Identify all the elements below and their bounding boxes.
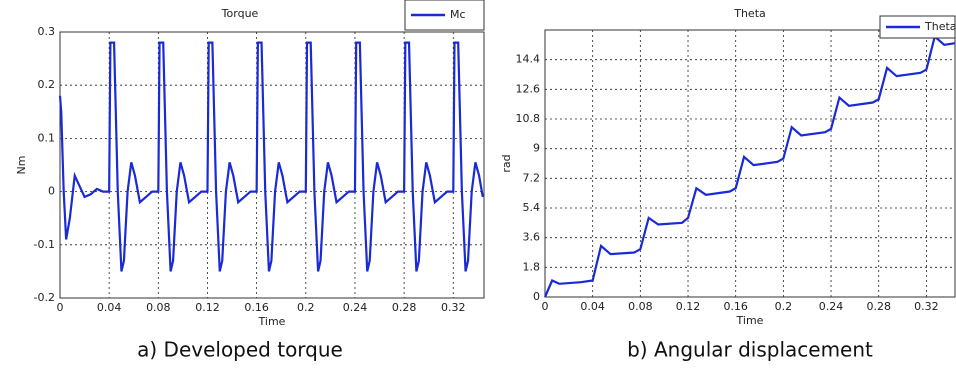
y-tick-label: 0.3	[38, 25, 56, 38]
x-tick-label: 0.32	[914, 300, 939, 313]
chart-title: Torque	[221, 7, 259, 20]
x-tick-label: 0.12	[195, 301, 220, 314]
y-tick-label: 12.6	[516, 82, 541, 95]
x-tick-label: 0	[542, 300, 549, 313]
y-tick-label: 0.2	[38, 78, 56, 91]
y-tick-label: 0	[533, 290, 540, 303]
plot-frame	[59, 31, 485, 299]
y-axis-label: rad	[500, 154, 513, 172]
x-tick-label: 0	[57, 301, 64, 314]
x-tick-label: 0.2	[297, 301, 315, 314]
data-line	[543, 34, 956, 298]
y-tick-label: 9	[533, 142, 540, 155]
data-line	[58, 41, 484, 272]
x-tick-label: 0.28	[392, 301, 417, 314]
y-tick-label: -0.1	[34, 238, 55, 251]
caption: b) Angular displacement	[627, 338, 873, 362]
x-axis-label: Time	[736, 314, 764, 327]
plot-frame	[544, 29, 956, 298]
x-tick-label: 0.16	[244, 301, 269, 314]
x-tick-label: 0.08	[628, 300, 653, 313]
y-tick-label: 10.8	[516, 112, 541, 125]
x-tick-label: 0.24	[343, 301, 368, 314]
x-axis-label: Time	[258, 315, 286, 328]
y-tick-label: 3.6	[523, 231, 541, 244]
caption: a) Developed torque	[137, 338, 343, 362]
x-tick-label: 0.16	[723, 300, 748, 313]
y-tick-label: 7.2	[523, 171, 541, 184]
x-tick-label: 0.12	[676, 300, 701, 313]
x-tick-label: 0.32	[441, 301, 466, 314]
x-tick-label: 0.28	[866, 300, 891, 313]
x-tick-label: 0.08	[146, 301, 171, 314]
y-axis-label: Nm	[15, 156, 28, 175]
y-tick-label: 0.1	[38, 131, 56, 144]
legend-label: Mc	[450, 8, 466, 21]
y-tick-label: -0.2	[34, 291, 55, 304]
x-tick-label: 0.04	[97, 301, 122, 314]
y-tick-label: 14.4	[516, 53, 541, 66]
y-tick-label: 5.4	[523, 201, 541, 214]
x-tick-label: 0.04	[580, 300, 605, 313]
x-tick-label: 0.2	[775, 300, 793, 313]
chart-title: Theta	[733, 7, 766, 20]
y-tick-label: 1.8	[523, 260, 541, 273]
x-tick-label: 0.24	[819, 300, 844, 313]
y-tick-label: 0	[48, 185, 55, 198]
legend-label: Theta	[924, 20, 956, 33]
